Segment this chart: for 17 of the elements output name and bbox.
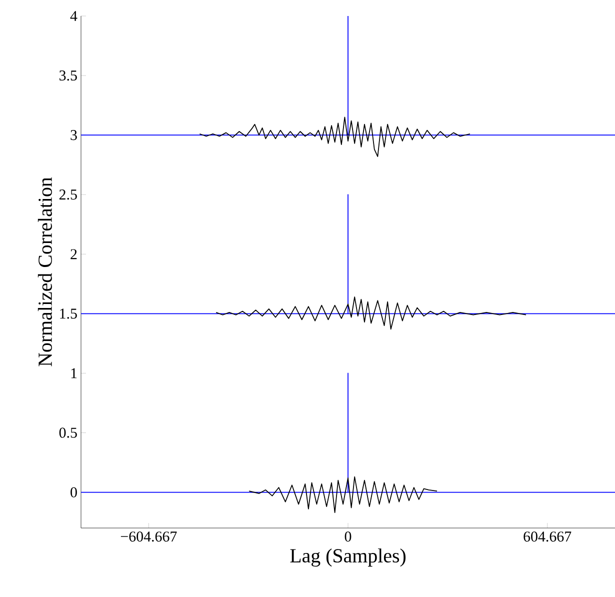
y-axis-title: Normalized Correlation xyxy=(38,177,52,366)
y-tick-label: 2 xyxy=(70,249,77,260)
y-tick-label: 1 xyxy=(71,368,77,378)
line-series xyxy=(248,476,438,513)
y-tick-label: 4 xyxy=(70,11,78,21)
x-axis-title: Lag (Samples) xyxy=(290,548,406,567)
y-tick-label: 1.5 xyxy=(60,308,77,319)
y-tick-label: 0 xyxy=(70,487,77,498)
x-tick-label: 0 xyxy=(344,532,352,542)
y-tick-label: 3.5 xyxy=(60,70,77,81)
x-tick-label: 604.667 xyxy=(524,532,572,542)
y-tick-label: 2.5 xyxy=(59,190,77,200)
x-tick-label: −604.667 xyxy=(120,532,177,542)
y-tick-label: 3 xyxy=(70,130,77,140)
y-tick-label: 0.5 xyxy=(59,428,77,438)
line-series xyxy=(216,296,526,330)
line-series xyxy=(199,116,470,157)
